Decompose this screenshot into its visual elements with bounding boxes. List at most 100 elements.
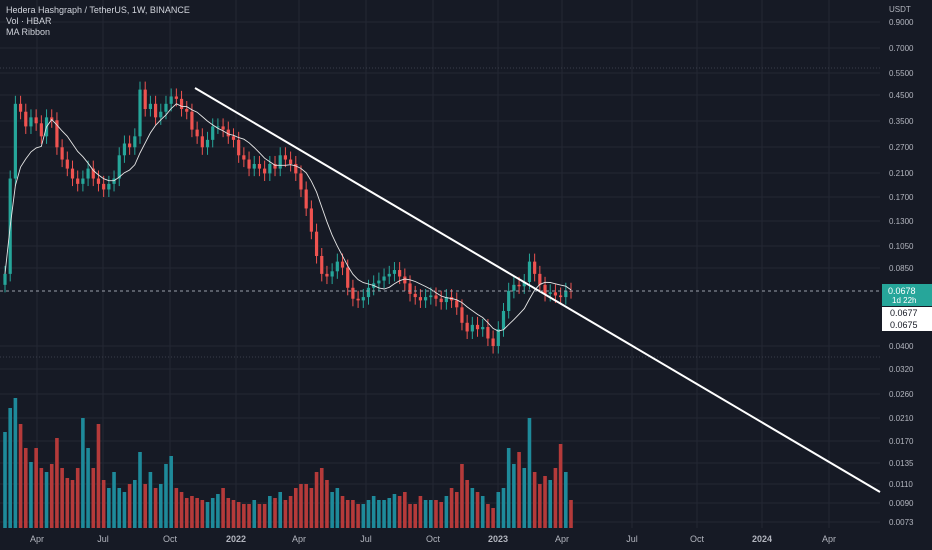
volume-bar xyxy=(506,448,511,528)
y-tick-label: 0.2100 xyxy=(889,169,914,178)
candle-body xyxy=(501,310,506,330)
volume-bar xyxy=(184,498,189,528)
volume-bar xyxy=(101,480,106,528)
candle-body xyxy=(403,276,407,284)
candle-body xyxy=(418,297,423,301)
volume-bar xyxy=(13,398,18,528)
candle-body xyxy=(91,168,95,179)
y-tick-label: 0.1050 xyxy=(889,242,914,251)
volume-indicator-label[interactable]: Vol · HBAR xyxy=(6,16,52,26)
candle-body xyxy=(24,111,28,127)
volume-bar xyxy=(273,498,277,528)
volume-bar xyxy=(361,504,366,528)
y-tick-label: 0.4500 xyxy=(889,91,914,100)
volume-bar xyxy=(371,496,376,528)
candle-body xyxy=(102,183,106,190)
volume-bar xyxy=(257,504,262,528)
candle-body xyxy=(527,261,532,282)
candle-body xyxy=(320,255,324,274)
candle-body xyxy=(377,280,381,284)
volume-bar xyxy=(423,500,428,528)
candle-body xyxy=(340,261,345,268)
candle-body xyxy=(496,329,500,346)
volume-bar xyxy=(444,496,449,528)
candle-body xyxy=(439,298,443,303)
candle-body xyxy=(18,103,23,112)
volume-bar xyxy=(408,504,412,528)
volume-bar xyxy=(397,496,402,528)
candle-body xyxy=(424,297,428,301)
candle-body xyxy=(533,261,537,274)
volume-bar xyxy=(465,480,469,528)
x-tick-label: Oct xyxy=(163,534,178,544)
volume-bar xyxy=(158,484,163,528)
candle-body xyxy=(128,143,132,148)
volume-bar xyxy=(517,452,521,528)
ma-ribbon-label[interactable]: MA Ribbon xyxy=(6,27,51,37)
price-label-box xyxy=(882,319,932,331)
price-label-box xyxy=(882,307,932,319)
volume-bar xyxy=(44,472,49,528)
candle-body xyxy=(205,139,210,148)
volume-bar xyxy=(486,504,490,528)
x-tick-label: 2024 xyxy=(752,534,772,544)
volume-bar xyxy=(148,472,153,528)
candle-body xyxy=(70,168,75,179)
candle-body xyxy=(351,287,355,299)
volume-bar xyxy=(133,480,137,528)
volume-bar xyxy=(366,500,371,528)
volume-bar xyxy=(216,494,220,528)
candle-body xyxy=(346,267,350,288)
candle-body xyxy=(304,189,308,209)
volume-bar xyxy=(86,448,90,528)
volume-bar xyxy=(309,488,314,528)
candle-body xyxy=(65,159,69,169)
candle-body xyxy=(185,109,189,112)
candle-body xyxy=(538,273,542,285)
candle-body xyxy=(273,163,277,169)
x-tick-label: Jul xyxy=(97,534,109,544)
candle-body xyxy=(564,290,568,298)
volume-bar xyxy=(491,508,495,528)
candle-body xyxy=(517,284,521,287)
candle-body xyxy=(169,96,173,104)
x-tick-label: Jul xyxy=(626,534,638,544)
volume-bar xyxy=(325,480,329,528)
last-price-label: 0.0678 xyxy=(888,286,916,296)
volume-bar xyxy=(428,500,433,528)
candle-body xyxy=(543,284,547,294)
y-tick-label: 0.0170 xyxy=(889,437,914,446)
candle-body xyxy=(211,126,215,140)
candle-body xyxy=(335,261,339,272)
candle-body xyxy=(96,178,101,184)
volume-bar xyxy=(553,468,558,528)
volume-bar xyxy=(18,424,23,528)
y-tick-label: 0.0135 xyxy=(889,459,914,468)
x-tick-label: Apr xyxy=(30,534,44,544)
volume-bar xyxy=(288,496,293,528)
candle-body xyxy=(553,292,558,296)
volume-bar xyxy=(387,498,392,528)
volume-bar xyxy=(262,504,267,528)
y-tick-label: 0.9000 xyxy=(889,18,914,27)
volume-bar xyxy=(564,472,568,528)
volume-bar xyxy=(127,484,132,528)
candle-body xyxy=(226,129,230,137)
volume-bar xyxy=(49,464,54,528)
volume-bar xyxy=(522,468,527,528)
volume-bar xyxy=(345,500,350,528)
candle-body xyxy=(366,287,371,298)
last-price-tag xyxy=(882,284,932,306)
price-axis-unit: USDT xyxy=(889,5,911,14)
volume-bar xyxy=(548,480,553,528)
volume-bar xyxy=(138,452,142,528)
candle-body xyxy=(522,281,526,287)
candle-body xyxy=(268,163,272,174)
symbol-title[interactable]: Hedera Hashgraph / TetherUS, 1W, BINANCE xyxy=(6,5,190,15)
x-tick-label: Apr xyxy=(822,534,836,544)
candle-body xyxy=(13,103,17,179)
volume-bar xyxy=(190,496,194,528)
candle-body xyxy=(3,273,7,285)
y-tick-label: 0.0320 xyxy=(889,365,914,374)
